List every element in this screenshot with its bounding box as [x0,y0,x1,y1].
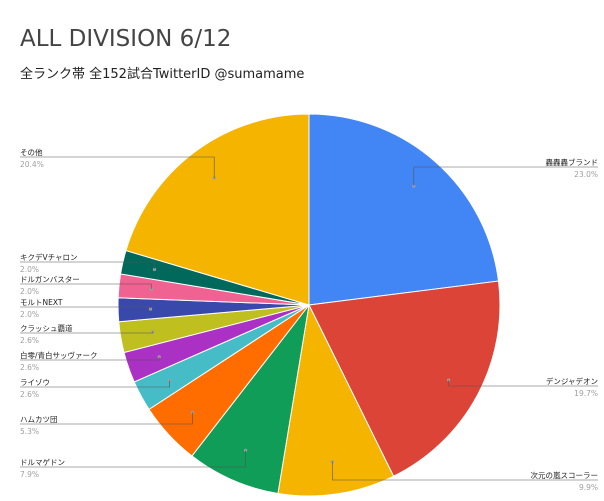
pie-slice [277,303,395,497]
slice-percent: 20.4% [20,160,44,169]
leader-line [413,166,598,187]
slice-percent: 2.6% [20,336,39,345]
leader-line [332,461,598,481]
slice-label: デンジャデオン [546,376,598,386]
leader-line [20,331,154,334]
leader-line [20,261,155,270]
chart-subtitle: 全ランク帯 全152試合TwitterID @sumamame [20,67,305,82]
slice-label: キクデVチャロン [20,252,78,262]
slice-percent: 2.0% [20,310,39,319]
leader-line [20,356,160,361]
leader-line [448,380,598,387]
leader-line [20,412,193,425]
slice-label: 轟轟轟ブランド [546,157,599,167]
slice-label: ハムカツ団 [20,415,58,424]
chart-title: ALL DIVISION 6/12 [20,26,232,52]
slice-percent: 5.3% [20,427,39,436]
leader-line [20,283,152,290]
slice-label: クラッシュ覇道 [20,323,73,333]
slice-label: 白零/青白サッヴァーク [20,350,98,360]
pie-slice [125,113,310,306]
slice-label: ドルマゲドン [20,458,65,467]
leader-line [20,450,246,468]
leader-line [20,380,170,388]
slice-percent: 7.9% [20,470,39,479]
slice-percent: 2.0% [20,265,39,274]
slice-percent: 2.6% [20,363,39,372]
slice-percent: 2.6% [20,390,39,399]
leader-line [20,306,151,309]
slice-percent: 2.0% [20,287,39,296]
leader-line [20,156,215,178]
pie-slice [308,280,501,477]
slice-label: ライゾウ [20,378,50,387]
slice-label: 次元の嵐スコーラー [531,470,599,480]
slice-percent: 9.9% [579,483,598,492]
slice-label: ドルガンバスター [20,274,80,284]
slice-label: モルトNEXT [20,298,63,307]
slice-percent: 19.7% [574,389,598,398]
pie-slice [308,113,500,306]
pie-slice [191,304,310,495]
slice-percent: 23.0% [574,170,598,179]
slice-label: その他 [20,147,43,157]
